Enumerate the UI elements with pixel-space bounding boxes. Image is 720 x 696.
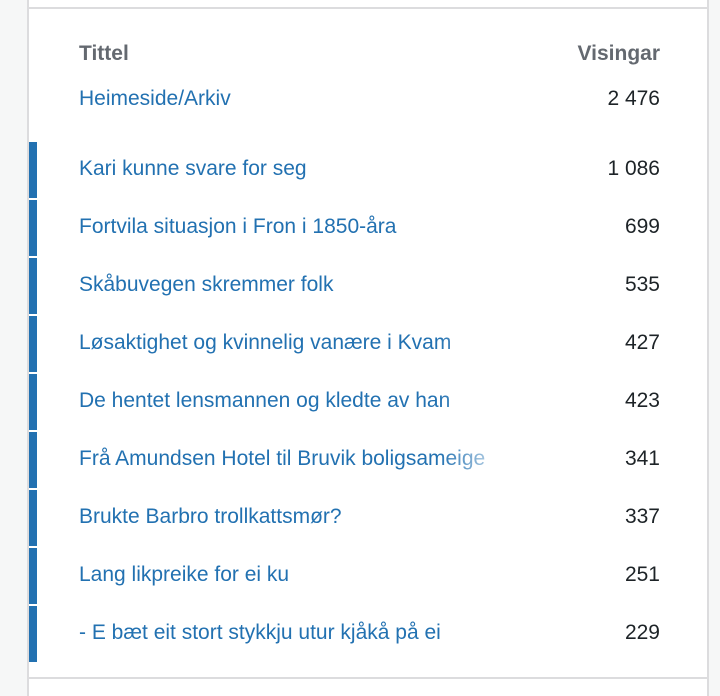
post-link[interactable]: Løsaktighet og kvinnelig vanære i Kvam (79, 331, 452, 354)
view-count: 337 (624, 505, 660, 528)
posts-list-bars: Kari kunne svare for seg 1 086 Fortvila … (29, 142, 707, 664)
row-bar-indicator (29, 606, 37, 662)
posts-list: Heimeside/Arkiv 2 476 (29, 84, 707, 142)
view-count: 251 (624, 563, 660, 586)
post-link[interactable]: Skåbuvegen skremmer folk (79, 273, 334, 296)
post-link[interactable]: Lang likpreike for ei ku (79, 563, 290, 586)
table-header: Tittel Visingar (29, 38, 707, 72)
post-link[interactable]: Heimeside/Arkiv (79, 87, 231, 110)
view-count: 427 (624, 331, 660, 354)
row-bar-indicator (29, 490, 37, 546)
divider-bottom (29, 677, 707, 679)
table-row: - E bæt eit stort stykkju utur kjåkå på … (29, 606, 707, 662)
post-link[interactable]: Kari kunne svare for seg (79, 157, 307, 180)
post-link[interactable]: - E bæt eit stort stykkju utur kjåkå på … (79, 621, 441, 644)
view-count: 229 (624, 621, 660, 644)
row-bar-indicator (29, 374, 37, 430)
post-link[interactable]: De hentet lensmannen og kledte av han (79, 389, 451, 412)
post-link[interactable]: Fortvila situasjon i Fron i 1850-åra (79, 215, 397, 238)
view-count: 341 (624, 447, 660, 470)
table-row: Løsaktighet og kvinnelig vanære i Kvam 4… (29, 316, 707, 372)
table-row: Kari kunne svare for seg 1 086 (29, 142, 707, 198)
view-count: 423 (624, 389, 660, 412)
row-bar-indicator (29, 258, 37, 314)
post-link[interactable]: Frå Amundsen Hotel til Bruvik boligsamei… (79, 447, 486, 470)
table-row: Brukte Barbro trollkattsmør? 337 (29, 490, 707, 546)
row-bar-indicator (29, 432, 37, 488)
view-count: 535 (624, 273, 660, 296)
column-header-title: Tittel (79, 42, 129, 65)
post-link[interactable]: Brukte Barbro trollkattsmør? (79, 505, 342, 528)
table-row: Skåbuvegen skremmer folk 535 (29, 258, 707, 314)
divider-top (29, 7, 707, 9)
table-row: De hentet lensmannen og kledte av han 42… (29, 374, 707, 430)
table-row: Lang likpreike for ei ku 251 (29, 548, 707, 604)
row-bar-indicator (29, 200, 37, 256)
row-bar-indicator (29, 548, 37, 604)
view-count: 2 476 (607, 87, 660, 110)
table-row: Heimeside/Arkiv 2 476 (29, 72, 707, 128)
top-posts-panel: Tittel Visingar Heimeside/Arkiv 2 476 Ka… (27, 0, 709, 696)
view-count: 699 (624, 215, 660, 238)
row-bar-indicator (29, 316, 37, 372)
column-header-views: Visingar (577, 42, 660, 65)
view-count: 1 086 (607, 157, 660, 180)
table-row: Fortvila situasjon i Fron i 1850-åra 699 (29, 200, 707, 256)
table-row: Frå Amundsen Hotel til Bruvik boligsamei… (29, 432, 707, 488)
row-bar-indicator (29, 142, 37, 198)
